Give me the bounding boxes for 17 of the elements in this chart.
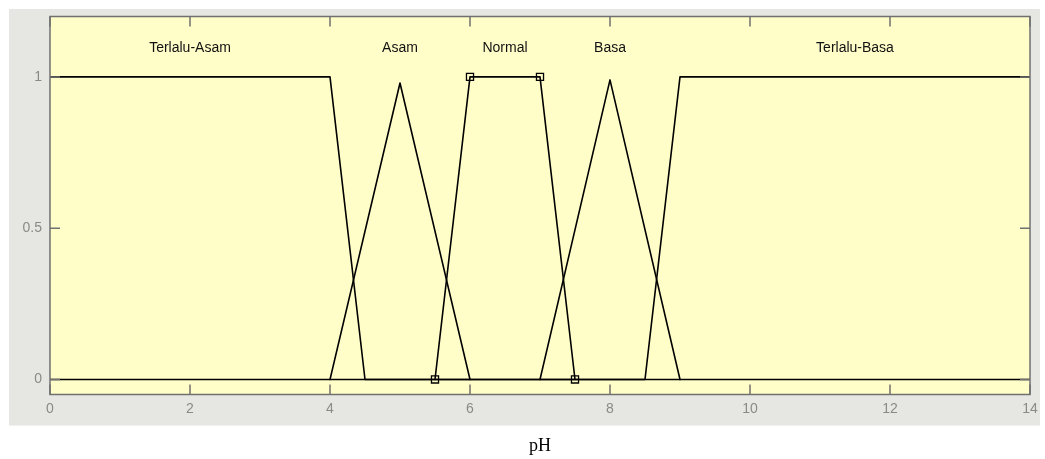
- x-axis-title: pH: [529, 434, 551, 455]
- series-label: Terlalu-Asam: [149, 39, 231, 56]
- x-tick-label: 0: [46, 399, 55, 416]
- text: Basa: [594, 39, 627, 56]
- y-tick-label: 0.5: [22, 219, 43, 236]
- text: Asam: [382, 39, 418, 56]
- x-tick-label: 2: [186, 399, 195, 416]
- series-label: Terlalu-Basa: [816, 39, 895, 56]
- x-tick-label: 12: [882, 399, 898, 416]
- x-tick-label: 6: [466, 399, 475, 416]
- x-tick-label: 8: [606, 399, 615, 416]
- y-tick-label: 0: [34, 370, 43, 387]
- x-tick-label: 14: [1022, 399, 1038, 416]
- x-tick-label: 4: [326, 399, 335, 416]
- series-label: Normal: [482, 39, 528, 56]
- y-tick-label: 1: [34, 67, 43, 84]
- x-tick-label: 10: [742, 399, 758, 416]
